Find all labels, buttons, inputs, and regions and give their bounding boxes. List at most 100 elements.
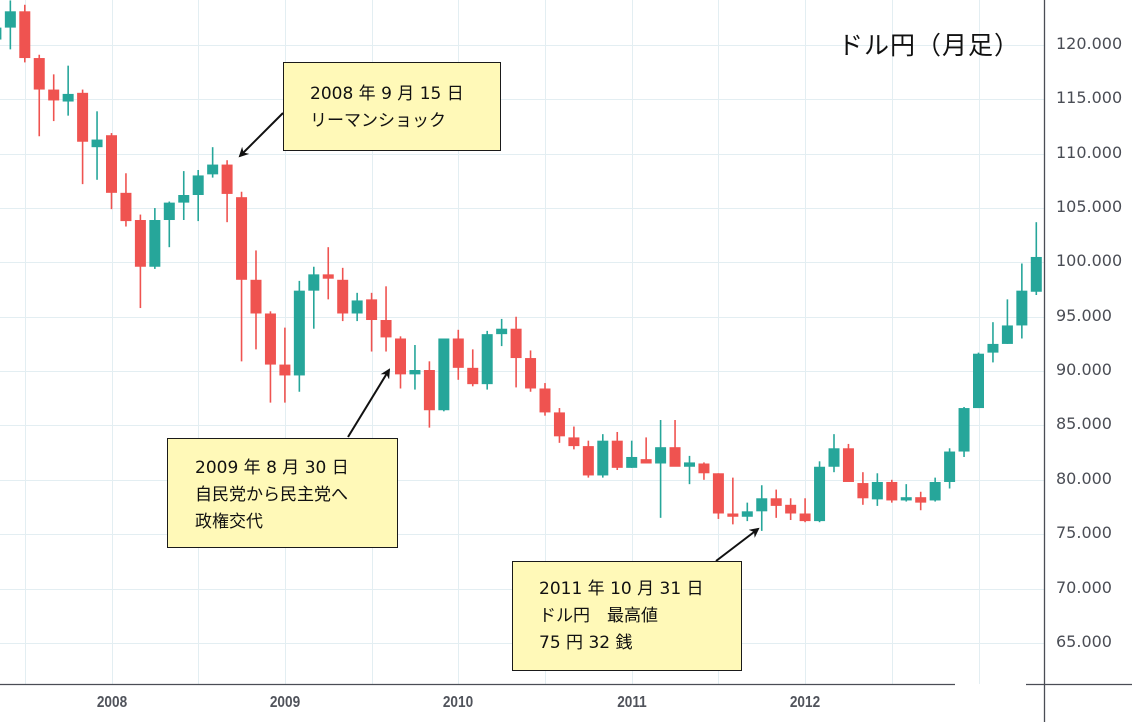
candle [77,89,89,185]
candle [178,171,190,221]
annotation-arrows [238,112,760,562]
candle [337,267,349,322]
annotation-line: 2008 年 9 月 15 日 [310,84,464,104]
candle [236,191,248,362]
candle [279,327,291,403]
candle [582,440,594,478]
candle [496,318,508,347]
candle [915,491,927,511]
candle [380,286,392,352]
candle [553,408,565,443]
candle [669,420,681,467]
candle [871,473,883,506]
candle [727,477,739,525]
candle [163,201,175,248]
annotation-line: 2011 年 10 月 31 日 [539,579,704,599]
candle [395,336,406,389]
candles [0,0,1042,531]
annotation-dpj-government: 2009 年 8 月 30 日 自民党から民主党へ 政権交代 [167,438,398,548]
year-label: 2010 [443,694,474,711]
candle [842,443,854,482]
candle [48,74,60,122]
candle [308,266,320,329]
candle [366,292,378,352]
price-label: 115.000 [1056,88,1123,108]
candle [409,345,421,390]
annotation-line: リーマンショック [310,111,446,131]
candle [452,329,464,380]
candle [62,65,74,116]
candle [929,477,941,502]
candle [525,350,537,392]
annotation-line: ドル円 最高値 [539,606,658,626]
year-label: 2009 [269,694,301,711]
price-label: 110.000 [1056,142,1123,162]
candle [539,383,551,416]
candle [828,434,840,473]
price-label: 95.000 [1056,305,1112,325]
candle [106,133,117,210]
candle [351,292,363,322]
candle [684,455,695,485]
price-label: 120.000 [1056,34,1123,53]
year-label: 2008 [96,694,127,711]
candle [4,0,16,50]
candle [322,247,334,300]
arrow-dpj-icon [347,368,391,438]
candle [1001,299,1013,344]
price-label: 105.000 [1056,197,1123,217]
candle [149,208,161,269]
candle [438,338,450,412]
price-label: 75.000 [1056,523,1112,543]
annotation-line: 2009 年 8 月 30 日 [195,458,349,478]
candle [91,111,103,180]
candle [712,473,724,519]
arrow-record-icon [715,527,760,562]
candle [120,173,132,227]
candle [626,440,638,468]
chart-title: ドル円（月足） [838,31,1021,60]
annotation-record-high: 2011 年 10 月 31 日 ドル円 最高値 75 円 32 銭 [512,561,742,671]
candle [756,485,768,531]
candle [293,280,305,392]
price-label: 85.000 [1056,414,1112,434]
candle [973,352,984,409]
candle [1030,222,1042,296]
price-label: 80.000 [1056,468,1112,488]
candle [814,461,826,523]
year-label: 2011 [616,694,647,711]
candle [655,420,667,518]
candle [134,214,146,309]
annotation-lehman-shock: 2008 年 9 月 15 日 リーマンショック [283,62,501,151]
candle [510,316,522,388]
price-label: 90.000 [1056,360,1112,380]
arrow-lehman-icon [238,112,284,158]
candle [640,437,652,464]
candle [944,448,956,489]
year-label: 2012 [789,694,821,711]
candle [19,4,31,63]
candle [611,431,623,471]
price-label: 100.000 [1056,251,1123,271]
candle [857,472,869,505]
candle [481,330,493,390]
candle [33,54,45,137]
candle [785,498,797,521]
candle [221,160,233,223]
candle [264,311,276,403]
candle [900,484,912,502]
price-label: 70.000 [1056,577,1112,597]
candle [799,498,811,523]
candle [698,462,710,480]
candle [987,322,999,363]
annotation-line: 75 円 32 銭 [539,633,633,653]
candle [597,434,609,478]
annotation-line: 自民党から民主党へ [195,485,348,505]
annotation-line: 政権交代 [195,512,263,532]
candle [741,502,753,522]
candle [1016,263,1028,339]
candle [192,170,204,222]
candle [423,361,435,428]
candle [250,250,262,350]
